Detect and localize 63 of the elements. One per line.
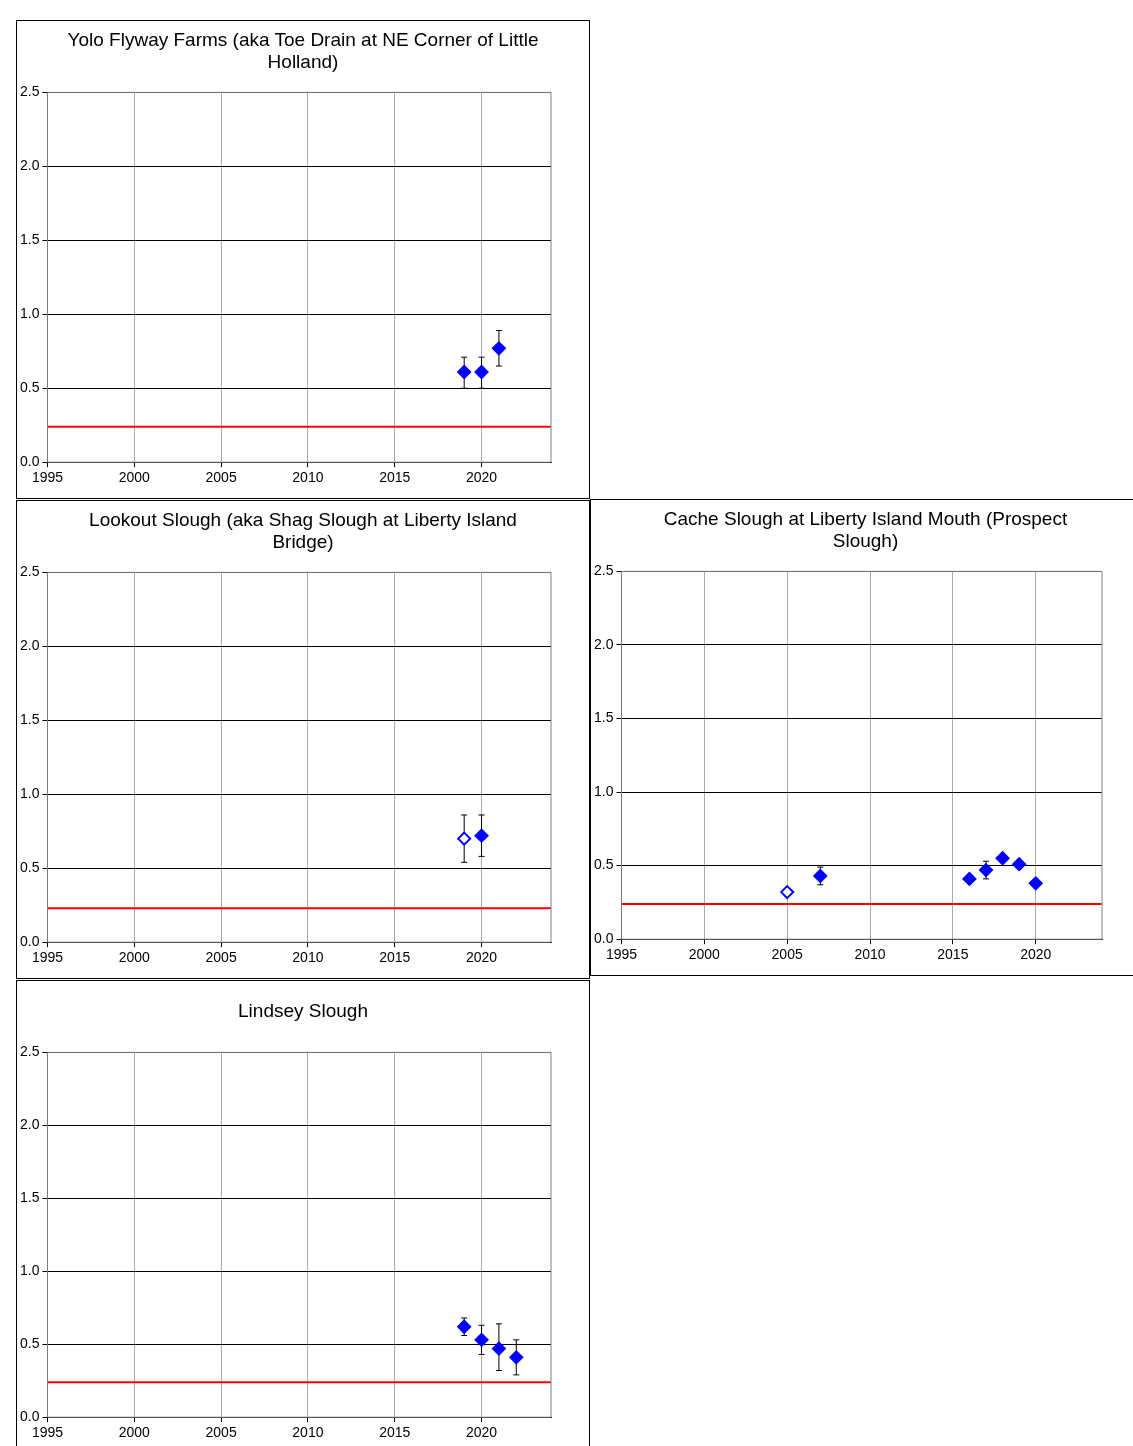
- x-tick-label: 2005: [205, 1424, 237, 1441]
- x-tick-label: 2015: [379, 949, 411, 966]
- x-tick-label: 2010: [292, 949, 324, 966]
- y-tick-label: 1.5: [19, 711, 40, 728]
- x-tick-label: 2010: [292, 1424, 324, 1441]
- y-tick-label: 2.0: [19, 157, 40, 174]
- chart-title: Lookout Slough (aka Shag Slough at Liberty Island Bridge): [88, 508, 518, 554]
- chart-title: Lindsey Slough: [237, 999, 369, 1023]
- y-tick-label: 1.0: [19, 785, 40, 802]
- y-tick-label: 1.5: [593, 709, 614, 726]
- x-tick-label: 2010: [292, 469, 324, 486]
- x-tick-label: 2010: [854, 946, 886, 963]
- chart-title: Cache Slough at Liberty Island Mouth (Prospect Slough): [662, 507, 1069, 553]
- point: [1012, 857, 1027, 872]
- y-tick-label: 1.0: [19, 1262, 40, 1279]
- y-tick-label: 2.5: [19, 563, 40, 580]
- x-tick-label: 2000: [118, 469, 151, 486]
- x-tick-label: 2015: [379, 1424, 411, 1441]
- x-tick-label: 2020: [465, 949, 498, 966]
- y-tick-label: 2.0: [19, 1116, 40, 1133]
- y-tick-label: 2.5: [593, 562, 614, 579]
- x-tick-label: 2020: [1020, 946, 1052, 963]
- x-tick-label: 2015: [379, 469, 411, 486]
- y-tick-label: 1.5: [19, 1189, 40, 1206]
- x-tick-label: 2000: [118, 1424, 151, 1441]
- y-tick-label: 1.5: [19, 231, 40, 248]
- point: [474, 1332, 489, 1347]
- y-tick-label: 0.0: [19, 453, 40, 470]
- x-tick-label: 1995: [605, 946, 638, 963]
- x-tick-label: 2005: [771, 946, 803, 963]
- point: [1028, 876, 1043, 891]
- y-tick-label: 0.0: [19, 933, 40, 950]
- y-tick-label: 0.0: [593, 930, 614, 947]
- x-tick-label: 1995: [31, 949, 64, 966]
- x-tick-label: 2005: [205, 469, 237, 486]
- chart-title: Yolo Flyway Farms (aka Toe Drain at NE Corner of Little Holland): [66, 28, 540, 74]
- x-tick-label: 2015: [937, 946, 969, 963]
- y-tick-label: 0.5: [19, 379, 40, 396]
- x-tick-label: 2020: [465, 469, 498, 486]
- y-tick-label: 2.5: [19, 83, 40, 100]
- y-tick-label: 0.5: [19, 859, 40, 876]
- x-tick-label: 2005: [205, 949, 237, 966]
- x-tick-label: 1995: [31, 1424, 64, 1441]
- y-tick-label: 0.5: [19, 1335, 40, 1352]
- y-tick-label: 0.5: [593, 856, 614, 873]
- point: [457, 1319, 472, 1334]
- y-tick-label: 1.0: [19, 305, 40, 322]
- y-tick-label: 2.5: [19, 1043, 40, 1060]
- point: [995, 851, 1010, 866]
- y-tick-label: 2.0: [593, 635, 614, 652]
- point: [962, 871, 977, 886]
- y-tick-label: 0.0: [19, 1408, 40, 1425]
- point: [491, 1341, 506, 1356]
- x-tick-label: 1995: [31, 469, 64, 486]
- point: [509, 1350, 524, 1365]
- point: [813, 868, 828, 883]
- x-tick-label: 2020: [465, 1424, 498, 1441]
- x-tick-label: 2000: [118, 949, 151, 966]
- point: [979, 863, 994, 878]
- y-tick-label: 2.0: [19, 637, 40, 654]
- point: [780, 885, 795, 900]
- x-tick-label: 2000: [688, 946, 721, 963]
- y-tick-label: 1.0: [593, 782, 614, 799]
